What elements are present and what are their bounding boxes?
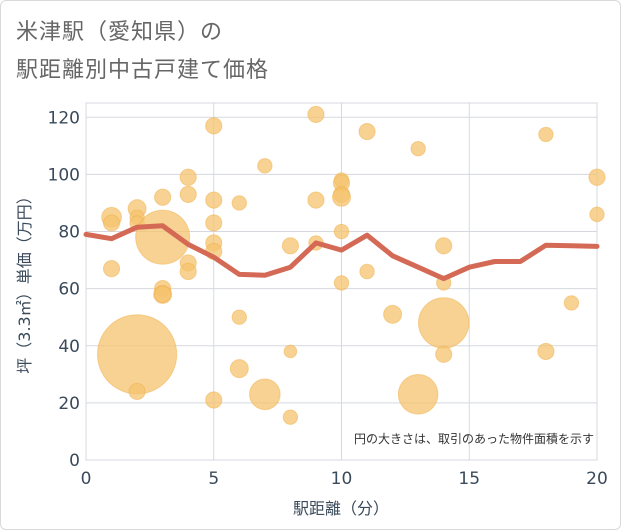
bubble-series [97, 105, 606, 425]
data-bubble [563, 295, 580, 311]
data-bubble [358, 122, 376, 141]
data-bubble [249, 378, 281, 411]
data-bubble [333, 223, 350, 240]
y-axis-ticks: 0 20 40 60 80 100 120 [48, 108, 80, 471]
x-tick-label: 15 [458, 469, 480, 489]
data-bubble [231, 309, 248, 325]
data-bubble [435, 237, 453, 255]
data-bubble [397, 374, 439, 415]
data-bubble [205, 391, 223, 409]
x-tick-label: 20 [586, 469, 608, 489]
data-bubble [205, 191, 223, 209]
x-tick-label: 5 [208, 469, 219, 489]
x-axis-ticks: 0 5 10 15 20 [81, 469, 608, 489]
y-tick-label: 80 [58, 223, 80, 243]
y-tick-label: 60 [58, 280, 80, 300]
data-bubble [307, 191, 325, 209]
chart-title-line2: 駅距離別中古戸建て価格 [16, 58, 270, 83]
y-tick-label: 100 [48, 165, 80, 185]
data-bubble [179, 185, 197, 203]
y-tick-label: 40 [58, 337, 80, 357]
data-bubble [588, 168, 606, 186]
data-bubble [333, 275, 350, 291]
data-bubble [205, 214, 223, 232]
data-bubble [102, 260, 121, 278]
data-bubble [205, 117, 223, 135]
data-bubble [332, 187, 351, 207]
data-bubble [257, 158, 273, 174]
y-tick-label: 20 [58, 394, 80, 414]
data-bubble [154, 188, 172, 206]
bubble-size-note: 円の大きさは、取引のあった物件面積を示す [354, 431, 594, 446]
x-tick-label: 10 [331, 469, 353, 489]
data-bubble [102, 214, 121, 232]
data-bubble [179, 262, 197, 281]
data-bubble [283, 344, 298, 359]
data-bubble [418, 297, 470, 349]
x-tick-label: 0 [81, 469, 92, 489]
data-bubble [281, 237, 299, 255]
data-bubble [229, 359, 249, 379]
data-bubble [537, 342, 555, 361]
data-bubble [589, 206, 605, 223]
data-bubble [359, 263, 375, 280]
data-bubble [179, 168, 197, 186]
x-axis-label: 駅距離（分） [293, 499, 389, 518]
y-tick-label: 0 [69, 451, 80, 471]
y-tick-label: 120 [48, 108, 80, 128]
data-bubble [154, 285, 172, 303]
data-bubble [231, 195, 248, 211]
chart-title-line1: 米津駅（愛知県）の [16, 20, 224, 45]
data-bubble [128, 382, 146, 401]
data-bubble [97, 314, 178, 395]
data-bubble [135, 209, 191, 265]
data-bubble [538, 126, 554, 143]
data-bubble [282, 409, 299, 425]
data-bubble [383, 304, 403, 324]
average-trend-line [83, 223, 600, 282]
data-bubble [307, 105, 325, 124]
y-axis-label: 坪（3.3㎡）単価（万円） [15, 188, 34, 373]
data-bubble [435, 345, 453, 363]
data-bubble [410, 140, 426, 157]
